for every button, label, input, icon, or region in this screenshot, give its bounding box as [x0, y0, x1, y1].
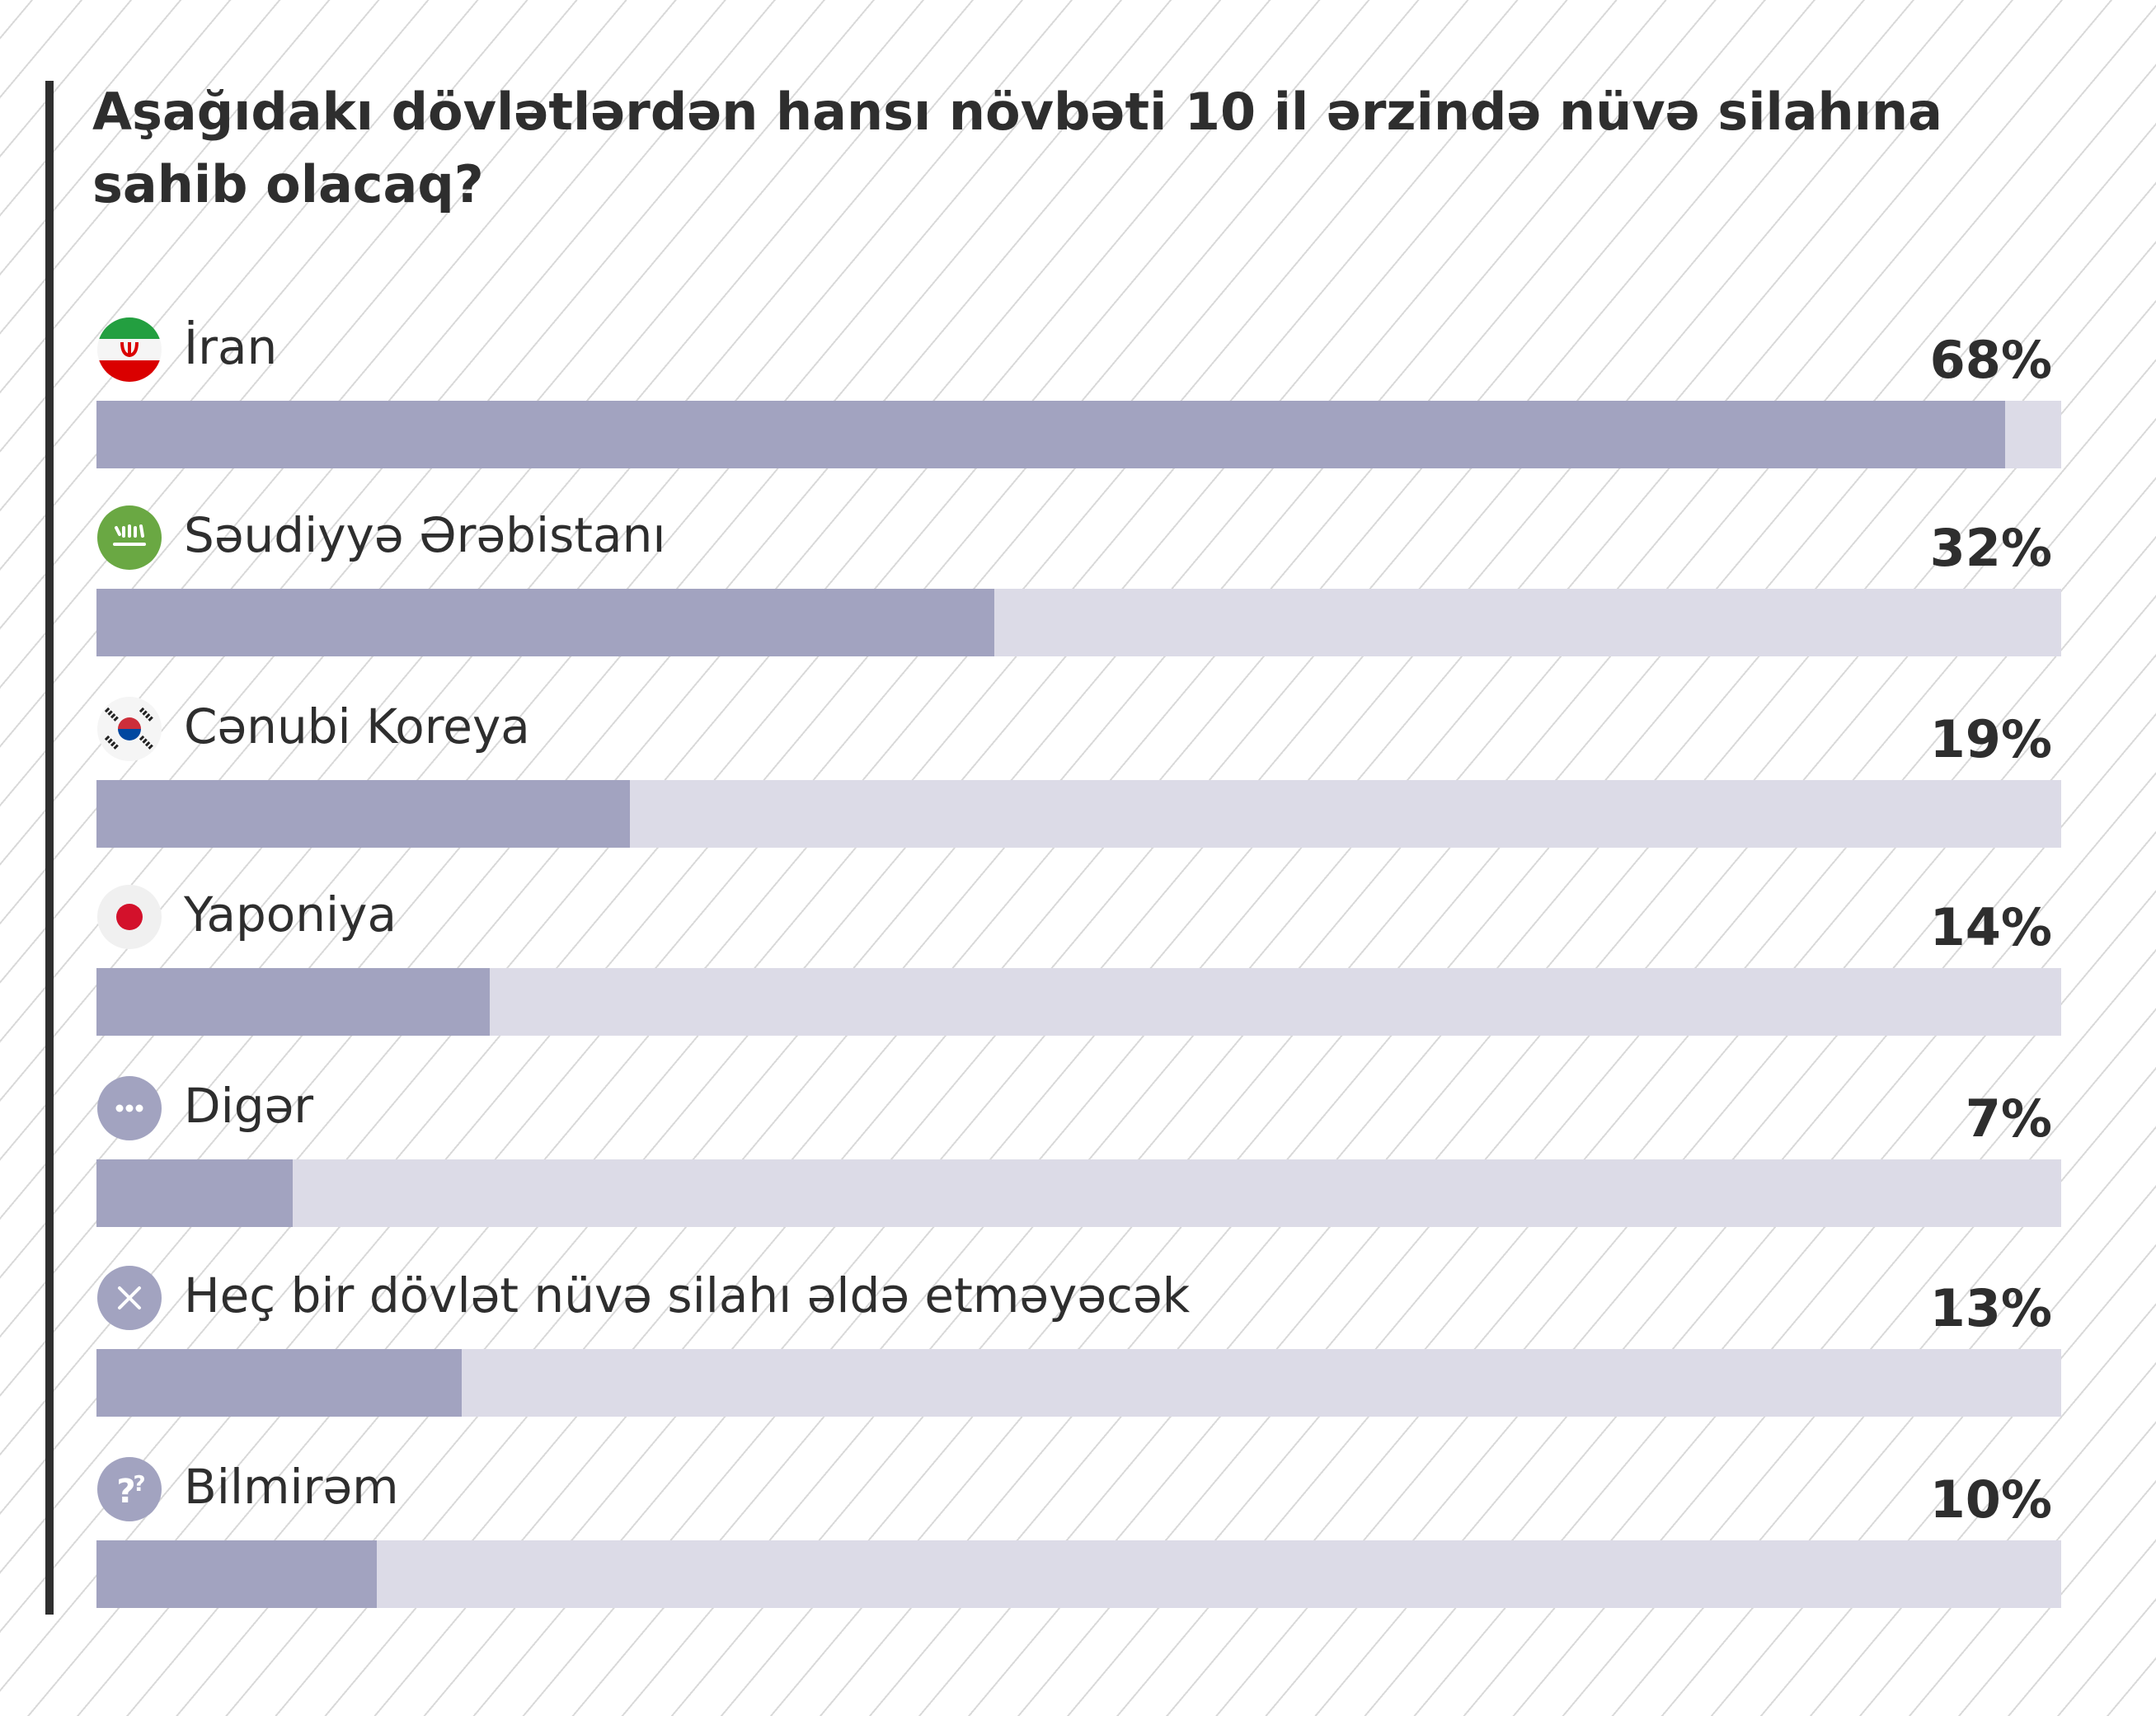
bar-value-label: 19%: [1929, 709, 2052, 769]
accent-bar: [45, 81, 54, 1615]
bar-value-label: 14%: [1929, 897, 2052, 957]
bar-value-label: 7%: [1965, 1088, 2052, 1149]
bar-track: [96, 968, 2061, 1036]
bar-label: Yaponiya: [184, 886, 397, 943]
svg-text:?: ?: [133, 1472, 145, 1497]
bar-fill: [96, 1540, 377, 1608]
iran-flag-icon: [96, 317, 162, 387]
bar-track: [96, 589, 2061, 656]
svg-text:?: ?: [116, 1473, 135, 1511]
bar-value-label: 13%: [1929, 1278, 2052, 1338]
bar-fill: [96, 1159, 293, 1227]
bar-row: Heç bir dövlət nüvə silahı əldə etməyəcə…: [96, 1262, 2061, 1427]
bar-fill: [96, 1349, 462, 1417]
question-marks-icon: ??: [96, 1456, 162, 1526]
iran-flag-icon: [97, 317, 162, 382]
bar-track: [96, 1540, 2061, 1608]
more-dots-icon: [97, 1076, 162, 1140]
bar-label: Cənubi Koreya: [184, 698, 530, 755]
south-korea-flag-icon: [96, 696, 162, 766]
bar-row: Cənubi Koreya 19%: [96, 693, 2061, 858]
more-dots-icon: [96, 1075, 162, 1145]
bar-row: ?? Bilmirəm 10%: [96, 1453, 2061, 1618]
saudi-flag-icon: [97, 505, 162, 570]
bar-label: Heç bir dövlət nüvə silahı əldə etməyəcə…: [184, 1267, 1191, 1323]
bar-value-label: 32%: [1929, 518, 2052, 578]
saudi-flag-icon: [96, 505, 162, 575]
bar-track: [96, 1159, 2061, 1227]
bar-value-label: 68%: [1929, 330, 2052, 390]
bar-row: Yaponiya 14%: [96, 881, 2061, 1046]
bar-label: Digər: [184, 1078, 314, 1134]
japan-flag-icon: [97, 885, 162, 949]
bar-row: Digər 7%: [96, 1072, 2061, 1237]
bar-track: [96, 401, 2061, 468]
chart-title: Aşağıdakı dövlətlərdən hansı növbəti 10 …: [92, 82, 1942, 214]
bar-row: İran 68%: [96, 313, 2061, 478]
close-x-icon: [97, 1266, 162, 1330]
bar-row: Səudiyyə Ərəbistanı 32%: [96, 501, 2061, 666]
close-x-icon: [96, 1265, 162, 1335]
bar-fill: [96, 401, 2005, 468]
bar-value-label: 10%: [1929, 1469, 2052, 1530]
bar-label: Bilmirəm: [184, 1459, 399, 1515]
bar-fill: [96, 968, 490, 1036]
question-marks-icon: ??: [97, 1457, 162, 1521]
bar-fill: [96, 589, 994, 656]
bar-track: [96, 780, 2061, 848]
south-korea-flag-icon: [97, 697, 162, 761]
bar-fill: [96, 780, 630, 848]
bar-label: İran: [184, 319, 278, 375]
bar-label: Səudiyyə Ərəbistanı: [184, 507, 666, 563]
japan-flag-icon: [96, 884, 162, 954]
bar-track: [96, 1349, 2061, 1417]
